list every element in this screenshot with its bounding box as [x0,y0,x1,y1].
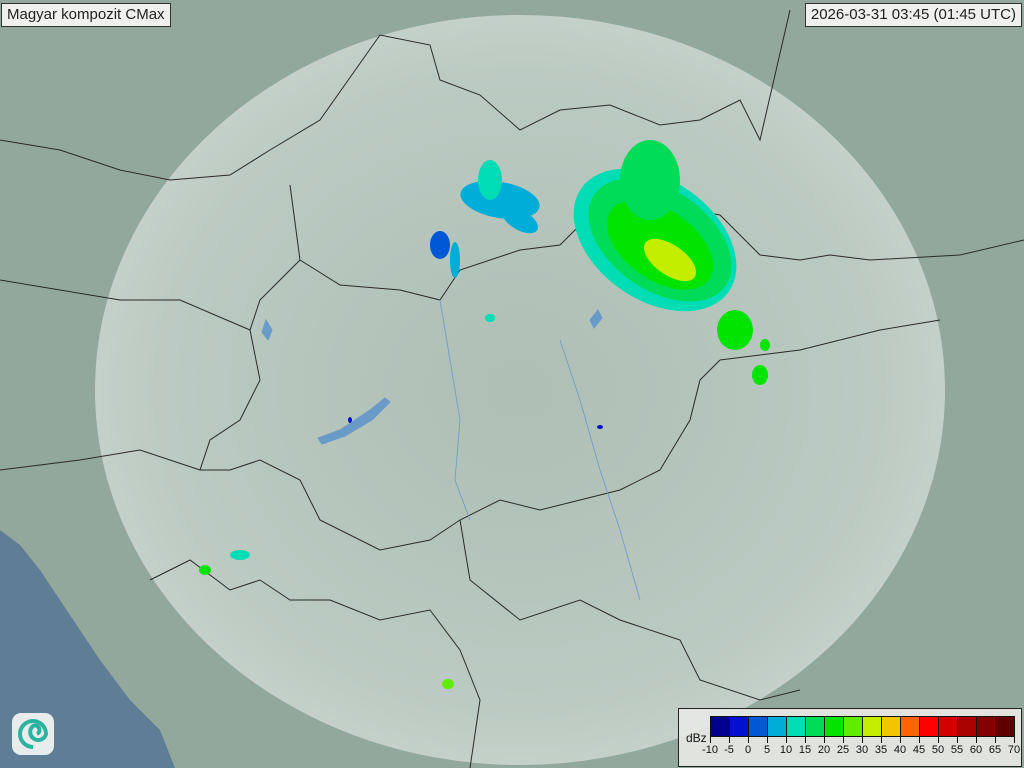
legend-swatch [730,717,749,736]
radar-echo [230,550,250,560]
legend-tick [748,737,749,743]
legend-tick-label: 70 [1007,744,1021,756]
legend-swatch [977,717,996,736]
radar-echo [597,425,603,429]
radar-echo [450,242,460,278]
legend-tick [995,737,996,743]
legend-swatch [825,717,844,736]
radar-echo [620,140,680,220]
legend-tick-label: -5 [724,744,734,756]
lakes-rivers [261,299,641,601]
legend-swatch [711,717,730,736]
legend-tick [900,737,901,743]
legend-tick [710,737,711,743]
legend-color-bar [710,716,1015,737]
legend-tick [862,737,863,743]
legend-tick-label: -10 [702,744,718,756]
dbz-legend: dBz -10 -5 0 5 10 15 20 25 30 35 40 45 50 55 60 65 70 [678,708,1022,767]
legend-tick-label: 5 [763,744,771,756]
product-title: Magyar kompozit CMax [1,3,171,27]
legend-tick [729,737,730,743]
legend-tick [881,737,882,743]
legend-tick-label: 20 [817,744,831,756]
radar-coverage-area [95,15,945,765]
radar-echo [485,314,495,322]
radar-echo [199,565,211,575]
legend-swatch [882,717,901,736]
legend-tick [767,737,768,743]
legend-tick [786,737,787,743]
country-borders [0,9,1024,768]
legend-tick-label: 40 [893,744,907,756]
legend-swatch [901,717,920,736]
legend-swatch [787,717,806,736]
legend-swatch [920,717,939,736]
timestamp-label: 2026-03-31 03:45 (01:45 UTC) [804,3,1022,27]
legend-unit: dBz [686,731,707,745]
legend-tick-label: 45 [912,744,926,756]
legend-tick-label: 35 [874,744,888,756]
legend-swatch [939,717,958,736]
radar-echo [760,339,770,351]
legend-swatch [768,717,787,736]
radar-echo [501,206,539,234]
legend-tick-label: 10 [779,744,793,756]
radar-echo [643,238,697,282]
legend-swatch [996,717,1014,736]
legend-tick [824,737,825,743]
legend-tick [805,737,806,743]
radar-echo [348,417,352,423]
legend-swatch [806,717,825,736]
legend-tick-label: 60 [969,744,983,756]
legend-swatch [958,717,977,736]
legend-tick-label: 0 [744,744,752,756]
radar-echo [478,160,502,200]
legend-tick-label: 65 [988,744,1002,756]
legend-tick [1014,737,1015,743]
legend-ticks [710,737,1015,743]
legend-swatch [863,717,882,736]
legend-tick [957,737,958,743]
legend-tick [976,737,977,743]
legend-tick-label: 50 [931,744,945,756]
radar-echo [442,679,454,689]
radar-echo [717,310,753,350]
legend-tick-label: 25 [836,744,850,756]
legend-tick-label: 30 [855,744,869,756]
legend-tick [843,737,844,743]
sea-adriatic [0,530,175,768]
legend-tick [938,737,939,743]
radar-echo [752,365,768,385]
swirl-logo-icon [12,713,54,755]
legend-swatch [844,717,863,736]
radar-echo [430,231,450,259]
legend-tick-label: 15 [798,744,812,756]
legend-tick-label: 55 [950,744,964,756]
radar-echoes [199,140,770,689]
legend-swatch [749,717,768,736]
legend-tick [919,737,920,743]
